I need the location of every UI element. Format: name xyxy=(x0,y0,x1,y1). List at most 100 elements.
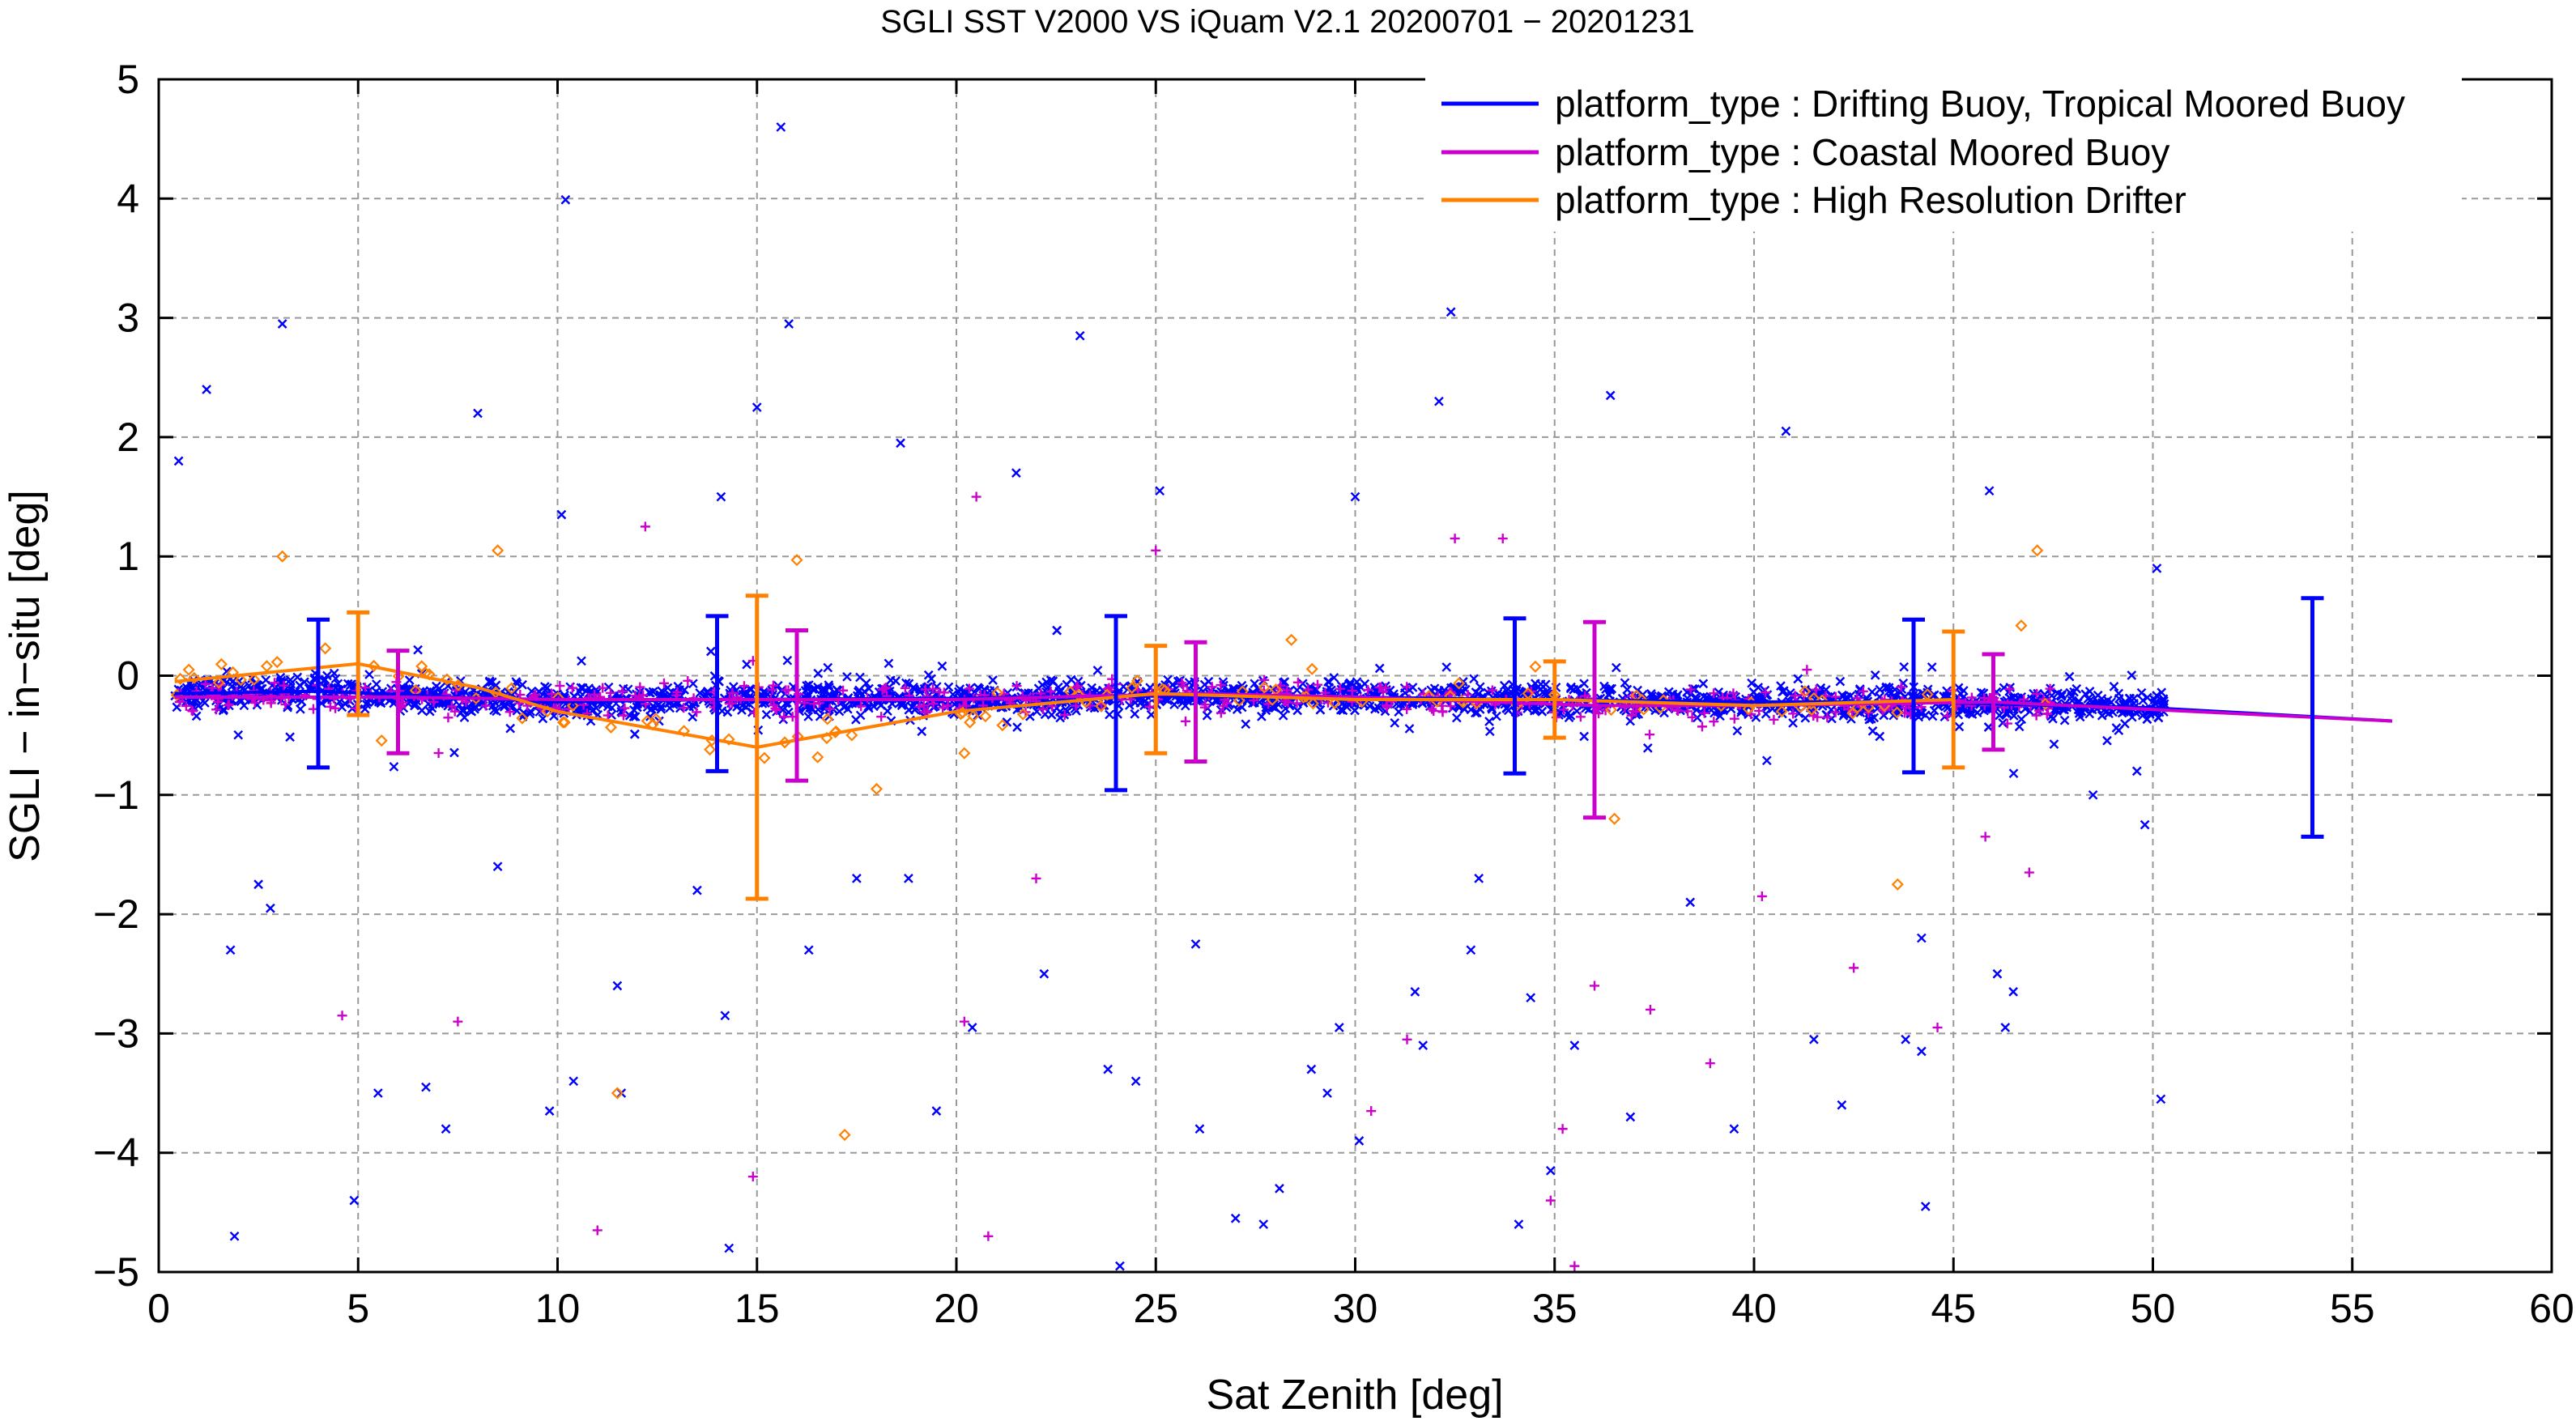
outlier-point xyxy=(441,1124,451,1134)
x-tick-label: 60 xyxy=(2529,1286,2574,1331)
data-point xyxy=(360,704,370,714)
data-point xyxy=(1709,688,1719,699)
y-tick-label: 4 xyxy=(117,176,139,221)
data-point xyxy=(1575,712,1586,722)
data-point xyxy=(2031,710,2042,721)
data-point xyxy=(1879,704,1889,714)
outlier-point xyxy=(967,1023,977,1032)
y-tick-label: −3 xyxy=(93,1010,139,1056)
outlier-point xyxy=(2140,819,2150,830)
data-point xyxy=(1374,663,1385,674)
data-point xyxy=(1754,705,1765,716)
data-point xyxy=(1241,719,1251,730)
outlier-point xyxy=(492,544,505,557)
data-point xyxy=(632,702,642,713)
data-point xyxy=(1216,680,1226,691)
data-point xyxy=(1875,731,1885,742)
x-tick-label: 45 xyxy=(1931,1286,1976,1331)
data-point xyxy=(1805,703,1818,717)
data-point xyxy=(1709,717,1719,727)
data-point xyxy=(465,705,475,716)
data-point xyxy=(1350,705,1360,716)
data-point xyxy=(1881,682,1892,692)
data-point xyxy=(270,656,283,669)
data-point xyxy=(590,689,600,700)
data-point xyxy=(1484,717,1494,726)
outlier-point xyxy=(931,1106,942,1116)
y-tick-label: 5 xyxy=(117,57,139,102)
data-point xyxy=(1697,721,1707,732)
data-point xyxy=(939,687,949,698)
data-point xyxy=(1999,683,2009,693)
data-point xyxy=(1927,711,1938,721)
outlier-point xyxy=(803,945,814,955)
data-point xyxy=(778,712,789,722)
outlier-point xyxy=(2131,766,2142,776)
data-point xyxy=(1124,700,1135,710)
outlier-point xyxy=(612,981,623,991)
data-point xyxy=(1394,707,1404,717)
data-point xyxy=(555,681,565,691)
outlier-point xyxy=(1980,832,1991,842)
data-point xyxy=(2032,688,2042,699)
data-point xyxy=(449,747,459,758)
y-tick-label: 0 xyxy=(117,653,139,699)
data-point xyxy=(880,683,891,693)
data-point xyxy=(692,707,702,717)
data-point xyxy=(1954,721,1965,732)
data-point xyxy=(2039,697,2052,710)
data-point xyxy=(211,704,222,715)
data-point xyxy=(2002,718,2012,729)
data-point xyxy=(2109,682,2119,691)
data-point xyxy=(1207,682,1217,692)
data-point xyxy=(803,712,814,721)
data-point xyxy=(174,672,187,685)
data-point xyxy=(845,729,858,742)
data-point xyxy=(1130,674,1143,687)
outlier-point xyxy=(2031,544,2044,557)
data-point xyxy=(2064,671,2075,682)
data-point xyxy=(829,725,842,738)
data-point xyxy=(964,716,977,729)
data-point xyxy=(1816,683,1826,693)
data-point xyxy=(1761,755,1772,766)
y-tick-label: −5 xyxy=(93,1249,139,1295)
data-point xyxy=(1499,680,1509,691)
outlier-point xyxy=(473,408,483,419)
x-tick-label: 5 xyxy=(347,1286,369,1331)
data-point xyxy=(768,680,778,691)
data-point xyxy=(811,751,824,764)
data-point xyxy=(1130,708,1140,719)
data-point xyxy=(2149,698,2160,708)
outlier-point xyxy=(776,122,786,132)
data-point xyxy=(1742,703,1755,716)
x-tick-label: 30 xyxy=(1333,1286,1378,1331)
data-point xyxy=(649,713,662,725)
outlier-point xyxy=(958,747,971,759)
data-point xyxy=(672,687,683,697)
outlier-point xyxy=(904,874,913,883)
data-point xyxy=(821,713,834,725)
outlier-point xyxy=(266,903,275,913)
outlier-point xyxy=(1569,1261,1580,1271)
error-bars xyxy=(307,594,2324,901)
data-point xyxy=(974,683,985,694)
outlier-point xyxy=(1849,963,1859,973)
data-point xyxy=(2009,711,2019,721)
outlier-point xyxy=(2088,789,2098,800)
data-point xyxy=(2014,721,2025,732)
outlier-point xyxy=(640,521,650,532)
data-point xyxy=(279,680,289,691)
data-point xyxy=(1728,688,1739,699)
outlier-point xyxy=(1685,897,1696,908)
data-point xyxy=(266,698,276,708)
legend-entry-3: platform_type : High Resolution Drifter xyxy=(1555,179,2186,221)
data-point xyxy=(1835,676,1846,687)
data-point xyxy=(1002,717,1012,727)
data-point xyxy=(761,709,772,720)
data-point xyxy=(1257,712,1267,721)
data-point xyxy=(443,713,453,723)
data-point xyxy=(630,729,640,739)
data-point xyxy=(604,721,618,734)
data-point xyxy=(2040,689,2050,700)
